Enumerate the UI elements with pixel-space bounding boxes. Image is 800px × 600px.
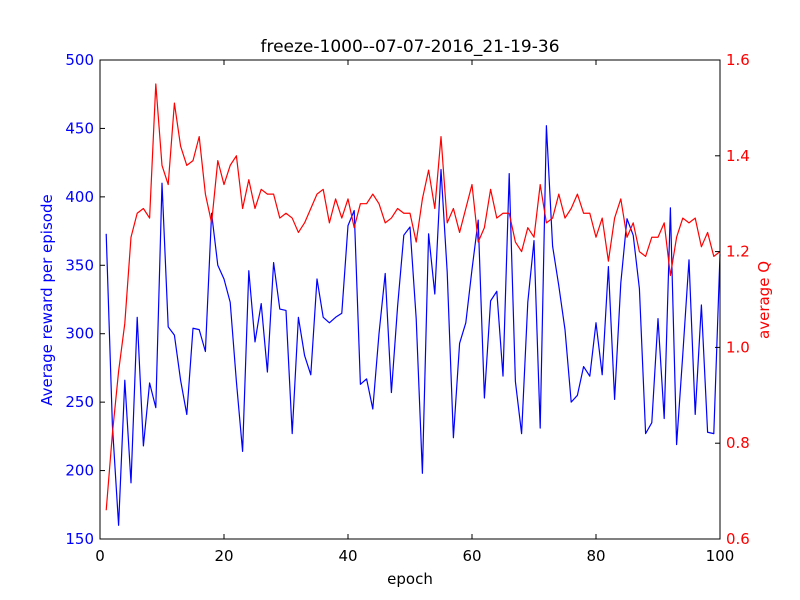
y-left-tick-label: 250 xyxy=(65,393,94,411)
y-right-tick-label: 1.4 xyxy=(726,147,750,165)
y-right-axis-label: average Q xyxy=(755,261,773,339)
average-q-line xyxy=(105,83,721,511)
y-left-axis-label: Average reward per episode xyxy=(38,194,56,405)
y-right-tick-label: 1.0 xyxy=(726,338,750,356)
x-tick-label: 20 xyxy=(214,547,233,565)
x-tick-label: 100 xyxy=(706,547,735,565)
axes-frame xyxy=(99,59,721,540)
y-right-tick-label: 0.6 xyxy=(726,530,750,548)
y-left-tick-label: 150 xyxy=(65,530,94,548)
y-left-tick-label: 300 xyxy=(65,325,94,343)
average-reward-line xyxy=(105,125,721,526)
x-tick-label: 0 xyxy=(95,547,105,565)
y-left-tick-label: 400 xyxy=(65,188,94,206)
y-left-axis-ticks: 150 200 250 300 350 400 450 500 xyxy=(65,51,105,548)
y-right-axis-ticks: 0.6 0.8 1.0 1.2 1.4 1.6 xyxy=(715,51,750,548)
series-layer xyxy=(105,83,721,526)
y-right-tick-label: 1.2 xyxy=(726,243,750,261)
y-left-tick-label: 200 xyxy=(65,462,94,480)
chart-title: freeze-1000--07-07-2016_21-19-36 xyxy=(260,37,559,57)
x-tick-label: 80 xyxy=(586,547,605,565)
y-left-tick-label: 500 xyxy=(65,51,94,69)
y-right-tick-label: 0.8 xyxy=(726,434,750,452)
y-left-tick-label: 450 xyxy=(65,119,94,137)
y-right-tick-label: 1.6 xyxy=(726,51,750,69)
plot-area xyxy=(99,59,721,540)
x-axis-ticks: 0 20 40 60 80 100 xyxy=(95,60,734,565)
y-left-tick-label: 350 xyxy=(65,256,94,274)
x-tick-label: 60 xyxy=(462,547,481,565)
x-tick-label: 40 xyxy=(338,547,357,565)
x-axis-label: epoch xyxy=(387,570,433,588)
